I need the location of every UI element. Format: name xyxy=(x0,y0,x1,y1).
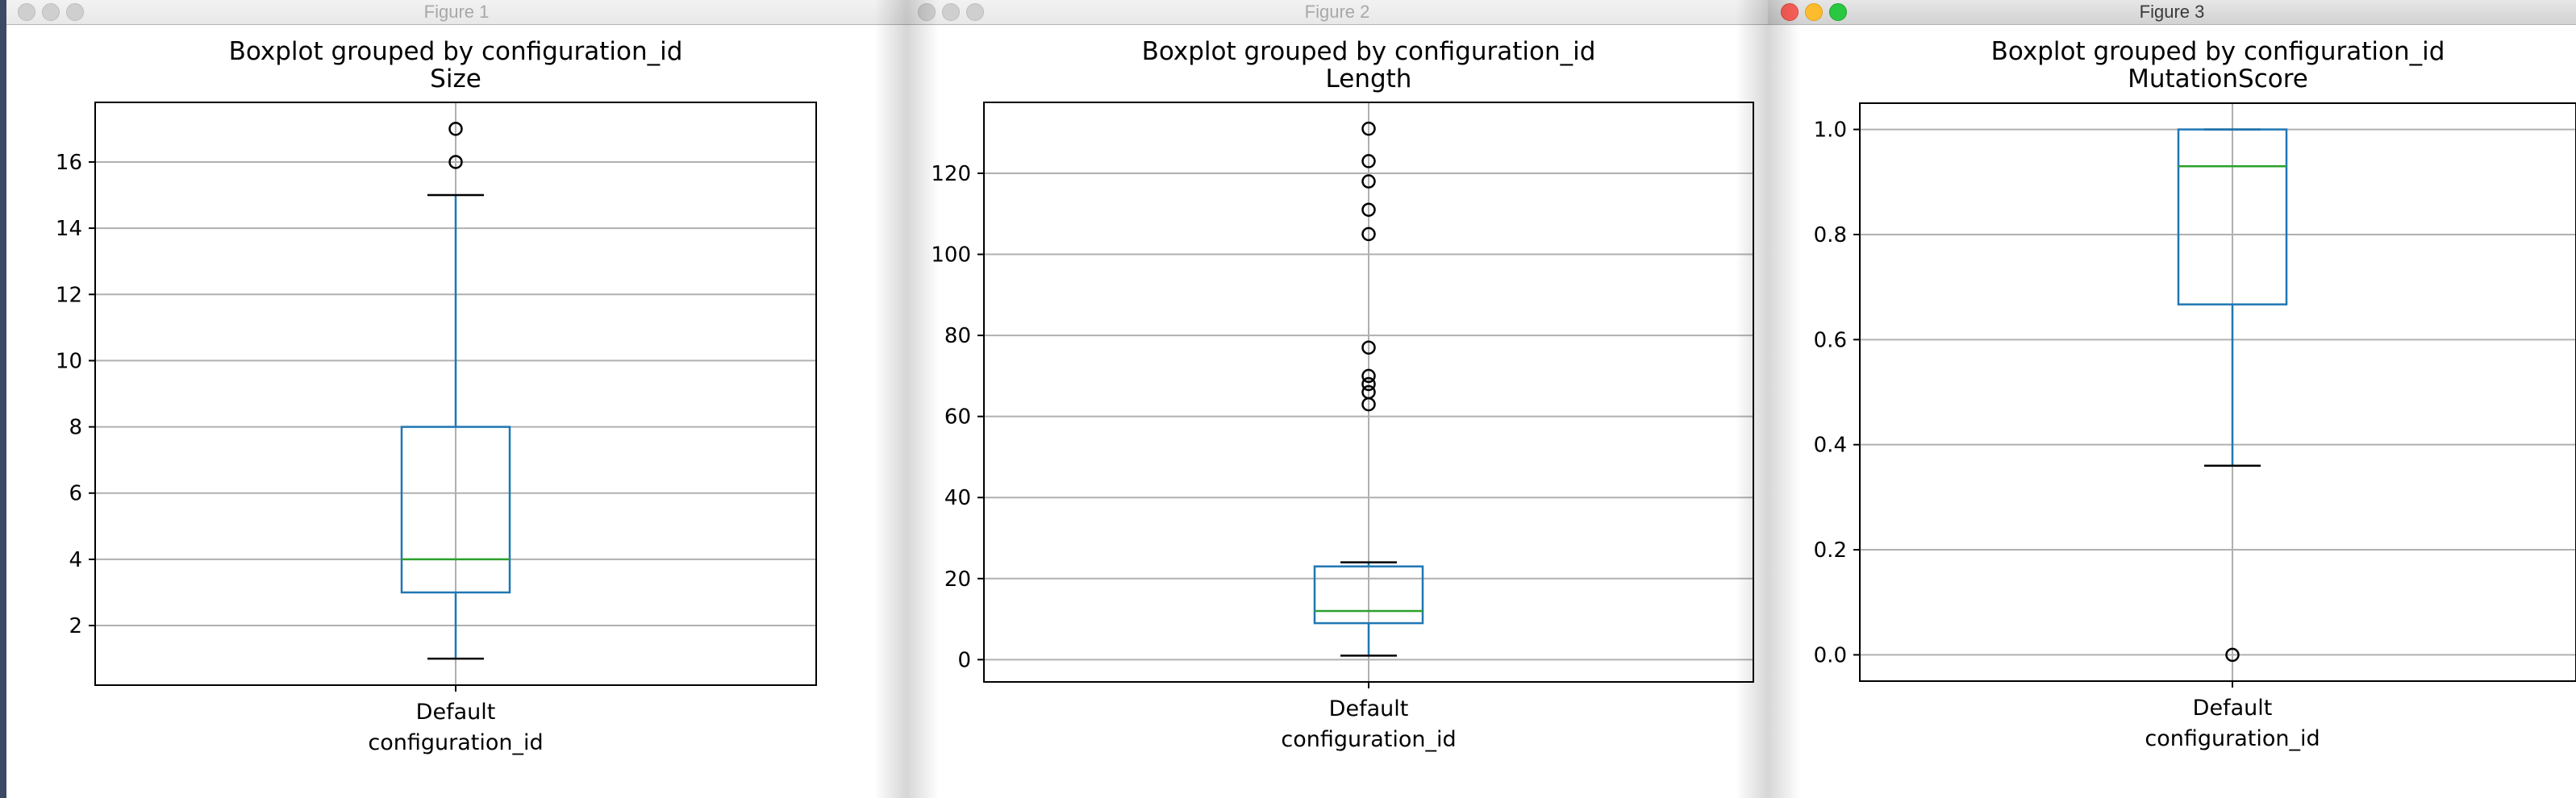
box-iqr xyxy=(2177,128,2288,305)
y-tick-label: 0.4 xyxy=(1814,434,1847,458)
outlier-point xyxy=(1361,202,1376,217)
axes-frame xyxy=(1859,102,2576,682)
outlier-point xyxy=(2225,647,2240,663)
y-tick-label: 4 xyxy=(69,548,82,572)
minimize-button[interactable] xyxy=(942,3,960,21)
x-axis-label: configuration_id xyxy=(368,730,543,755)
figure-window-1: Figure 1 Boxplot grouped by configuratio… xyxy=(6,0,907,798)
y-tick-label: 60 xyxy=(944,405,971,430)
y-tick-label: 2 xyxy=(69,614,82,638)
outlier-point xyxy=(448,155,463,169)
window-title: Figure 2 xyxy=(1304,2,1370,22)
y-tick-label: 0.6 xyxy=(1814,328,1847,352)
window-title: Figure 1 xyxy=(423,2,490,22)
outlier-point xyxy=(1361,368,1376,384)
x-axis-label: configuration_id xyxy=(2145,726,2320,751)
y-tick-label: 120 xyxy=(931,162,971,186)
outlier-point xyxy=(1361,340,1376,355)
y-tick-label: 40 xyxy=(944,486,971,510)
boxplot-chart-mutationscore: Boxplot grouped by configuration_idMutat… xyxy=(1814,37,2576,751)
y-tick-label: 100 xyxy=(931,243,971,268)
y-tick-label: 8 xyxy=(69,416,82,440)
x-tick-label: Default xyxy=(2193,696,2273,721)
outlier-point xyxy=(1361,384,1376,400)
zoom-button[interactable] xyxy=(66,3,84,21)
axes-frame xyxy=(983,102,1754,683)
chart-title: Boxplot grouped by configuration_id xyxy=(1991,37,2445,66)
zoom-button[interactable] xyxy=(1829,3,1847,21)
outlier-point xyxy=(1361,227,1376,242)
outlier-point xyxy=(1361,121,1376,136)
y-tick-label: 16 xyxy=(56,151,82,175)
y-tick-label: 10 xyxy=(56,349,82,373)
y-tick-label: 1.0 xyxy=(1814,118,1847,143)
y-tick-label: 0.2 xyxy=(1814,538,1847,563)
y-tick-label: 0.8 xyxy=(1814,223,1847,247)
boxplot-chart-length: Boxplot grouped by configuration_idLengt… xyxy=(931,37,1754,752)
window-titlebar[interactable]: Figure 2 xyxy=(907,0,1768,25)
chart-subtitle: MutationScore xyxy=(2128,64,2308,94)
outlier-point xyxy=(1361,376,1376,392)
axes-frame xyxy=(94,102,817,686)
y-tick-label: 14 xyxy=(56,217,82,241)
close-button[interactable] xyxy=(18,3,35,21)
figure-window-3: Figure 3 Boxplot grouped by configuratio… xyxy=(1768,0,2576,798)
minimize-button[interactable] xyxy=(1805,3,1823,21)
window-title: Figure 3 xyxy=(2139,2,2205,22)
close-button[interactable] xyxy=(918,3,936,21)
y-tick-label: 80 xyxy=(944,324,971,348)
x-tick-label: Default xyxy=(416,700,496,725)
window-titlebar[interactable]: Figure 3 xyxy=(1768,0,2576,25)
chart-subtitle: Size xyxy=(430,64,481,94)
y-tick-label: 0.0 xyxy=(1814,643,1847,667)
chart-title: Boxplot grouped by configuration_id xyxy=(1142,37,1596,66)
close-button[interactable] xyxy=(1781,3,1799,21)
zoom-button[interactable] xyxy=(966,3,984,21)
x-tick-label: Default xyxy=(1329,696,1409,721)
window-titlebar[interactable]: Figure 1 xyxy=(6,0,907,25)
y-tick-label: 0 xyxy=(957,648,971,672)
outlier-point xyxy=(1361,154,1376,168)
y-tick-label: 12 xyxy=(56,283,82,307)
y-tick-label: 20 xyxy=(944,567,971,592)
chart-title: Boxplot grouped by configuration_id xyxy=(229,37,683,66)
box-iqr xyxy=(1313,565,1424,625)
y-tick-label: 6 xyxy=(69,482,82,506)
outlier-point xyxy=(448,122,463,136)
outlier-point xyxy=(1361,174,1376,189)
figure-window-2: Figure 2 Boxplot grouped by configuratio… xyxy=(907,0,1768,798)
chart-subtitle: Length xyxy=(1326,64,1412,94)
minimize-button[interactable] xyxy=(42,3,60,21)
box-iqr xyxy=(400,426,511,594)
x-axis-label: configuration_id xyxy=(1281,727,1456,752)
